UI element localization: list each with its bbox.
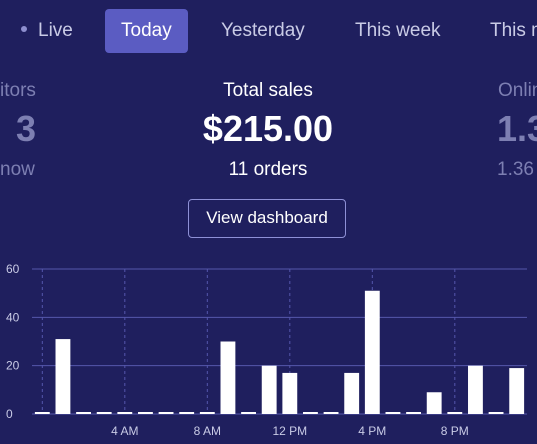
bar (96, 412, 112, 414)
stat-visitors-sub: now (0, 159, 35, 180)
tab-live[interactable]: Live (21, 9, 73, 53)
stat-total-sales-sub-wrap: 11 orders (168, 159, 368, 181)
stat-online-value-wrap: 1.3 (497, 108, 537, 150)
stat-visitors: itors (0, 80, 40, 102)
bar (55, 339, 71, 414)
bar (488, 412, 504, 414)
bar (447, 412, 463, 414)
bar (426, 392, 442, 414)
stat-visitors-label: itors (0, 80, 36, 101)
bar (220, 341, 236, 414)
bar (282, 372, 298, 414)
bar (509, 368, 525, 414)
x-tick-label: 4 PM (358, 424, 386, 438)
bar (468, 365, 483, 414)
stat-total-sales-value: $215.00 (202, 108, 334, 149)
sales-by-hour-chart: 0 20 40 60 4 AM 8 AM 12 PM 4 PM 8 PM (6, 262, 527, 438)
bar (199, 412, 215, 414)
bar (364, 290, 380, 414)
stat-total-sales-label: Total sales (223, 80, 313, 101)
stat-online-value: 1.3 (497, 108, 537, 149)
stat-total-sales-value-wrap: $215.00 (168, 108, 368, 150)
stat-online-sub-wrap: 1.36 (497, 159, 534, 181)
live-dot-icon (21, 25, 27, 32)
tab-yesterday[interactable]: Yesterday (221, 20, 305, 41)
range-tabs: Live Today Yesterday This week This m (0, 9, 537, 53)
bar (344, 372, 360, 414)
view-dashboard-button[interactable]: View dashboard (188, 199, 346, 238)
stat-total-sales-orders: 11 orders (228, 159, 308, 180)
stat-visitors-sub-wrap: now (0, 159, 35, 181)
bar (406, 412, 421, 414)
tab-today[interactable]: Today (105, 9, 188, 53)
stat-online-sub: 1.36 (497, 159, 534, 180)
bar (385, 412, 401, 414)
x-tick-label: 12 PM (272, 424, 307, 438)
y-tick-label: 60 (6, 262, 20, 276)
bar (323, 412, 339, 414)
bar (158, 412, 174, 414)
y-tick-label: 40 (6, 310, 20, 324)
bar (34, 412, 50, 414)
bar (179, 412, 195, 414)
bar (261, 365, 277, 414)
bar (138, 412, 153, 414)
stat-online-label: Onlin (498, 80, 537, 101)
x-tick-label: 8 AM (194, 424, 221, 438)
stat-total-sales: Total sales (168, 80, 368, 102)
stat-visitors-value-wrap: 3 (16, 108, 36, 150)
bar (76, 412, 91, 414)
stat-visitors-value: 3 (16, 108, 37, 149)
x-tick-label: 8 PM (441, 424, 469, 438)
x-tick-label: 4 AM (111, 424, 138, 438)
tab-this-week[interactable]: This week (355, 20, 441, 41)
y-tick-label: 20 (6, 359, 20, 373)
stat-online: Onlin (498, 80, 537, 102)
tab-live-label: Live (38, 20, 73, 41)
bar (241, 412, 256, 414)
y-tick-label: 0 (6, 407, 13, 421)
tab-this-month[interactable]: This m (490, 20, 537, 41)
bar (303, 412, 318, 414)
bar (117, 412, 133, 414)
